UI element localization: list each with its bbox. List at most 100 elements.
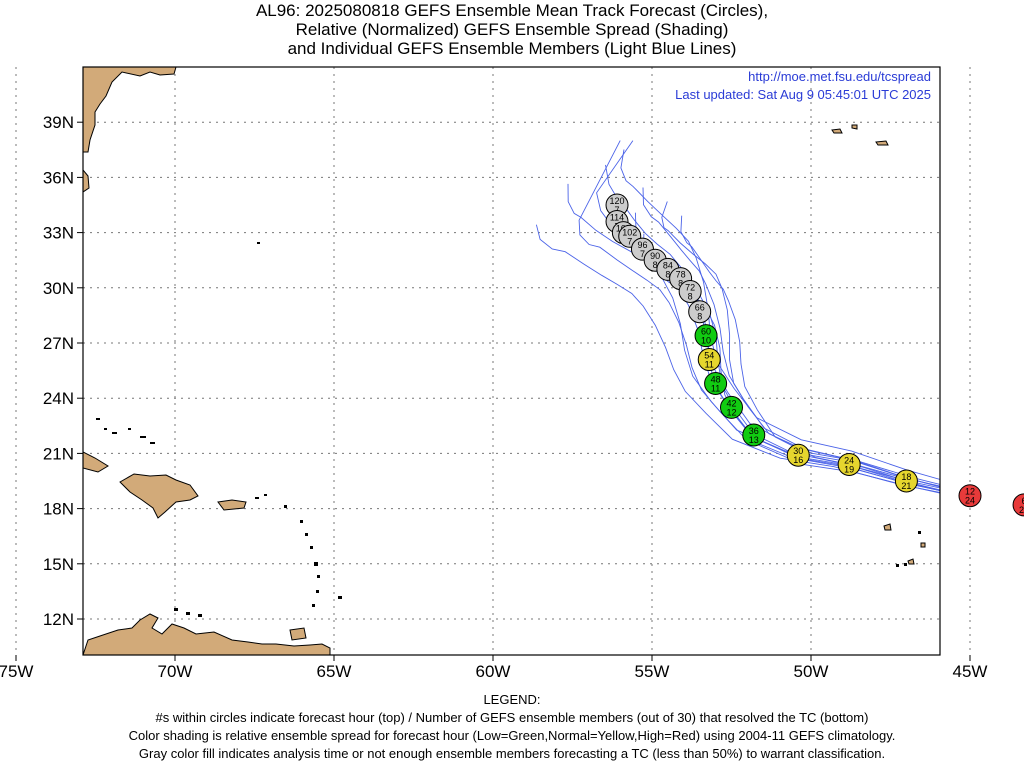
lat-tick-label: 39N: [43, 113, 74, 132]
forecast-members-label: 7: [640, 249, 645, 259]
puerto-rico: [217, 499, 247, 511]
lat-tick-label: 27N: [43, 334, 74, 353]
forecast-hour-label: 24: [844, 455, 854, 465]
forecast-circle: [720, 395, 743, 419]
lat-tick-label: 33N: [43, 224, 74, 243]
forecast-members-label: 13: [749, 435, 759, 445]
forecast-members-label: 21: [901, 481, 911, 491]
forecast-circle: [837, 452, 861, 476]
forecast-hour-label: 102: [622, 227, 637, 237]
lat-tick-label: 18N: [43, 500, 74, 519]
forecast-circle: [697, 348, 721, 372]
lat-tick-label: 12N: [43, 610, 74, 629]
trinidad: [289, 627, 307, 641]
ensemble-member-line: [567, 183, 940, 487]
lat-tick-label: 30N: [43, 279, 74, 298]
lat-tick-label: 36N: [43, 168, 74, 187]
cape-verde-3: [907, 558, 915, 565]
forecast-hour-label: 48: [711, 374, 721, 384]
forecast-members-label: 8: [678, 279, 683, 289]
forecast-circle: [688, 300, 712, 324]
lat-tick-label: 15N: [43, 555, 74, 574]
forecast-hour-label: 12: [965, 487, 975, 497]
ensemble-member-line: [578, 140, 940, 492]
lon-tick-label: 70W: [158, 662, 193, 681]
lon-tick-label: 45W: [953, 662, 988, 681]
forecast-members-label: 24: [965, 496, 975, 506]
forecast-point: 728: [678, 279, 702, 303]
forecast-hour-label: 30: [793, 446, 803, 456]
forecast-members-label: 8: [665, 269, 670, 279]
map-frame-bg: [83, 67, 940, 655]
legend-line-1: #s within circles indicate forecast hour…: [155, 710, 869, 725]
forecast-point: 668: [688, 300, 712, 324]
forecast-hour-label: 72: [685, 282, 695, 292]
forecast-hour-label: 78: [676, 270, 686, 280]
forecast-hour-label: 96: [637, 240, 647, 250]
legend-heading: LEGEND:: [483, 692, 541, 707]
north-america-coast: [83, 67, 177, 153]
mean-track-points: 1207114710871027967908848788728668601054…: [605, 193, 1024, 517]
forecast-members-label: 11: [711, 383, 720, 393]
south-america-coast: [83, 613, 331, 655]
cuba-east: [83, 451, 109, 473]
lat-tick-label: 24N: [43, 389, 74, 408]
ensemble-member-line: [535, 224, 940, 494]
forecast-hour-label: 42: [726, 398, 736, 408]
forecast-members-label: 7: [627, 236, 632, 246]
title-line-1: AL96: 2025080818 GEFS Ensemble Mean Trac…: [255, 1, 769, 20]
forecast-circle: [678, 279, 702, 303]
forecast-members-label: 16: [793, 455, 803, 465]
cape-verde-2: [920, 542, 926, 548]
forecast-point: 624: [1012, 493, 1024, 517]
source-url-link[interactable]: http://moe.met.fsu.edu/tcspread: [748, 69, 931, 84]
cape-cod: [83, 169, 90, 193]
azores-1: [831, 128, 843, 134]
title-line-2: Relative (Normalized) GEFS Ensemble Spre…: [295, 20, 729, 39]
forecast-circle: [742, 423, 766, 447]
forecast-hour-label: 36: [749, 426, 759, 436]
last-updated-text: Last updated: Sat Aug 9 05:45:01 UTC 202…: [675, 87, 931, 102]
land-masses: [83, 67, 926, 655]
forecast-circle: [704, 371, 728, 395]
forecast-members-label: 7: [615, 205, 620, 215]
forecast-members-label: 11: [705, 360, 714, 370]
forecast-circle: [1012, 493, 1024, 517]
forecast-members-label: 8: [697, 312, 702, 322]
azores-3: [875, 140, 889, 146]
legend-line-2: Color shading is relative ensemble sprea…: [128, 728, 896, 743]
forecast-hour-label: 54: [704, 351, 714, 361]
lon-tick-label: 50W: [794, 662, 829, 681]
forecast-circle: [786, 443, 810, 467]
forecast-members-label: 12: [726, 407, 736, 417]
legend-line-3: Gray color fill indicates analysis time …: [138, 746, 886, 761]
lat-tick-label: 21N: [43, 444, 74, 463]
forecast-hour-label: 120: [610, 196, 625, 206]
forecast-hour-label: 18: [901, 472, 911, 482]
azores-2: [851, 124, 858, 130]
forecast-members-label: 8: [688, 291, 693, 301]
small-islands: [96, 242, 921, 617]
forecast-members-label: 8: [653, 260, 658, 270]
title-line-3: and Individual GEFS Ensemble Members (Li…: [287, 39, 737, 58]
forecast-circle: [894, 469, 918, 493]
forecast-hour-label: 84: [663, 260, 673, 270]
lon-tick-label: 75W: [0, 662, 33, 681]
forecast-hour-label: 60: [701, 327, 711, 337]
forecast-members-label: 19: [844, 464, 854, 474]
forecast-circle: [694, 324, 718, 348]
forecast-members-label: 10: [701, 336, 711, 346]
hispaniola: [119, 473, 199, 519]
ensemble-member-line: [661, 201, 940, 485]
